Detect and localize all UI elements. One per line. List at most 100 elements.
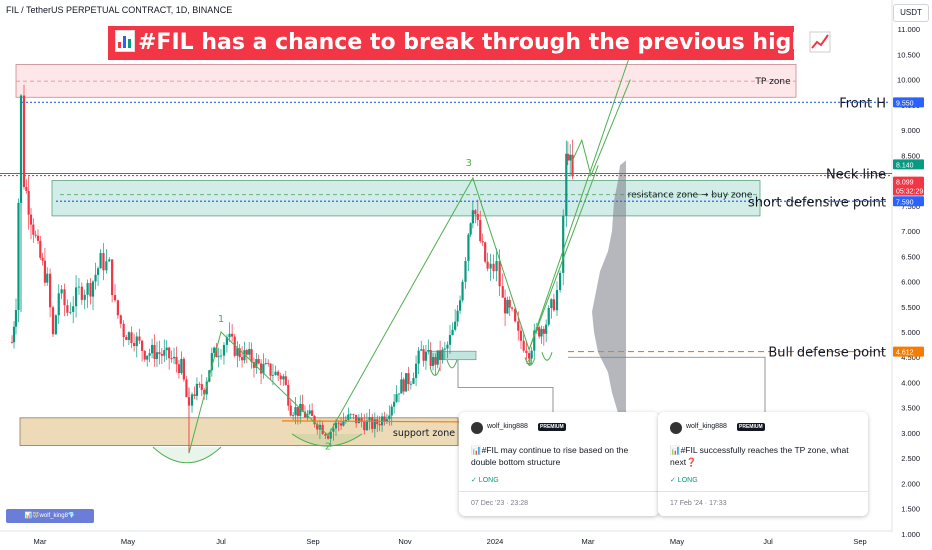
candle-body [233, 336, 236, 356]
candle-body [464, 260, 467, 282]
candle-body [180, 358, 183, 374]
candle-body [138, 336, 141, 341]
neck-line-label: Neck line [826, 168, 886, 183]
x-tick-label: Sep [853, 537, 866, 546]
symbol-title: FIL / TetherUS PERPETUAL CONTRACT, 1D, B… [6, 5, 233, 15]
candle-body [66, 305, 69, 313]
candle-body [127, 332, 130, 340]
candle-body [17, 202, 20, 311]
small-zone-box [429, 350, 477, 361]
candle-body [446, 344, 449, 349]
candle-body [257, 359, 260, 364]
short-defensive-label: short defensive point [748, 195, 886, 210]
premium-badge: PREMIUM [538, 423, 566, 431]
currency-button[interactable]: USDT [893, 4, 929, 22]
candle-body [25, 186, 28, 191]
candle-body [363, 421, 366, 431]
resistance-zone-label: resistance zone → buy zone [628, 191, 753, 201]
candle-body [77, 286, 81, 288]
candle-body [267, 363, 270, 364]
bottom-arc-1 [152, 446, 222, 464]
candle-body [172, 356, 176, 359]
premium-badge: PREMIUM [737, 423, 765, 431]
candle-body [471, 210, 474, 224]
candle-body [29, 214, 33, 225]
volume-profile [592, 160, 626, 438]
candle-body [456, 310, 459, 322]
candle-body [245, 350, 248, 355]
candle-body [522, 340, 525, 351]
y-tick-label: 10.500 [897, 50, 920, 59]
candle-body [250, 349, 253, 363]
candle-body [185, 379, 188, 398]
x-tick-label: May [121, 537, 135, 546]
x-tick-label: Jul [763, 537, 773, 546]
short-defensive-price-badge: 7.590 [896, 199, 914, 206]
candle-body [448, 335, 452, 345]
candle-body [506, 299, 509, 314]
candle-body [355, 414, 358, 424]
candle-body [146, 355, 149, 360]
candle-body [552, 299, 555, 311]
candle-body [405, 373, 408, 392]
candle-body [347, 414, 350, 420]
hook-arc-0 [429, 367, 441, 376]
hook-arc-1 [446, 359, 458, 369]
candle-body [329, 431, 332, 439]
idea-card-1[interactable]: wolf_king888 PREMIUM 📊#FIL may continue … [459, 412, 659, 516]
candle-body [311, 410, 314, 417]
candle-body [431, 357, 435, 366]
y-tick-label: 4.500 [901, 353, 920, 362]
candle-body [412, 378, 415, 384]
candle-body [342, 421, 345, 426]
x-tick-label: May [670, 537, 684, 546]
candle-body [10, 342, 14, 343]
candle-body [378, 424, 381, 426]
candle-body [215, 347, 218, 358]
candle-body [489, 263, 492, 269]
avatar [471, 422, 483, 434]
candle-body [296, 407, 299, 416]
candle-body [190, 394, 194, 406]
candle-body [170, 358, 173, 360]
candle-body [94, 274, 97, 282]
candle-body [321, 424, 324, 435]
idea-card-2[interactable]: wolf_king888 PREMIUM 📊#FIL successfully … [658, 412, 868, 516]
candle-body [540, 328, 543, 337]
candle-body [429, 350, 432, 366]
zone-box [15, 64, 797, 98]
wave-label-1: 1 [218, 314, 224, 325]
current-price-badge-bg [893, 176, 924, 196]
candle-body [60, 289, 63, 294]
candle-body [530, 350, 533, 359]
candle-body [135, 336, 138, 347]
candle-body [155, 352, 159, 359]
candle-body [476, 213, 479, 221]
candle-body [533, 330, 536, 351]
candle-body [486, 261, 489, 269]
elliott-wave-path [188, 54, 631, 454]
y-tick-label: 7.500 [901, 202, 920, 211]
candle-body [108, 259, 111, 262]
candle-body [566, 153, 569, 161]
candle-body [393, 401, 396, 407]
candle-body [545, 324, 548, 334]
candle-body [538, 327, 541, 337]
candle-body [555, 290, 559, 311]
candle-body [238, 348, 241, 358]
candle-body [83, 294, 86, 300]
y-tick-label: 4.000 [901, 378, 920, 387]
y-tick-label: 7.000 [901, 227, 920, 236]
candle-body [461, 281, 464, 301]
wave-label-2: 2 [325, 441, 331, 452]
candle-body [74, 287, 78, 307]
zone-box [51, 180, 761, 217]
candle-body [165, 347, 168, 351]
neck-price-badge: 8.140 [896, 162, 914, 169]
candle-body [141, 340, 144, 351]
candle-body [508, 299, 511, 308]
candle-body [334, 422, 338, 429]
candle-body [324, 434, 327, 436]
